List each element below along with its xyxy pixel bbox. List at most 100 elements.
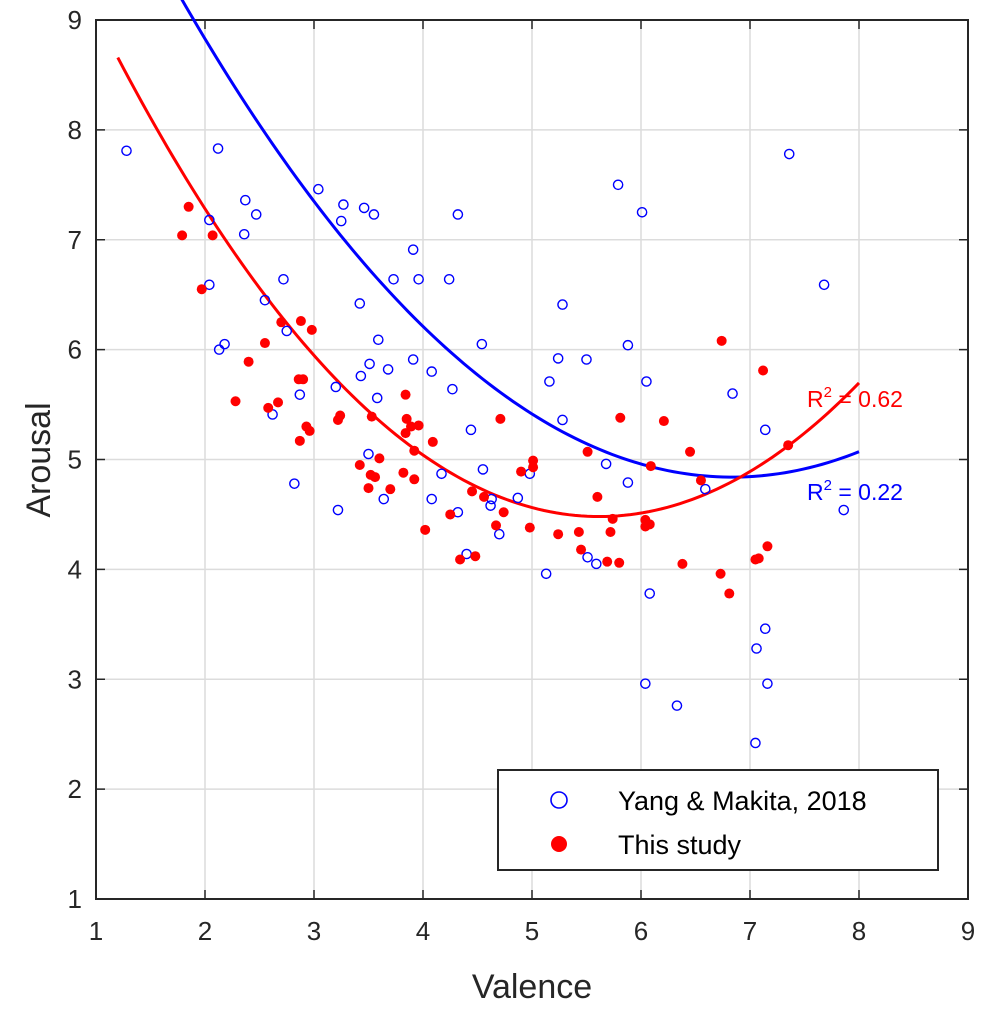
point-this-study-37 (455, 554, 466, 565)
point-yang-makita-2018-29 (378, 493, 390, 505)
x-tick-label-8: 8 (852, 916, 866, 946)
point-this-study-62 (658, 416, 669, 427)
point-yang-makita-2018-63 (622, 477, 634, 488)
point-yang-makita-2018-58 (612, 179, 624, 191)
point-this-study-61 (640, 514, 651, 525)
point-this-study-35 (427, 436, 438, 447)
legend-box (497, 769, 939, 871)
point-this-study-13 (273, 397, 284, 408)
point-this-study-24 (370, 472, 381, 483)
y-tick-label-5: 5 (68, 445, 82, 475)
point-yang-makita-2018-65 (640, 678, 651, 689)
point-this-study-52 (592, 491, 603, 502)
point-yang-makita-2018-50 (544, 376, 555, 387)
point-this-study-19 (366, 411, 377, 422)
point-this-study-42 (491, 520, 502, 531)
y-tick-label-3: 3 (68, 664, 82, 694)
y-axis-title: Arousal (20, 402, 58, 517)
x-axis-title: Valence (472, 968, 592, 1006)
point-this-study-8 (295, 316, 306, 327)
legend-marker-this-study (551, 836, 567, 852)
point-yang-makita-2018-62 (600, 458, 612, 470)
point-this-study-29 (413, 420, 424, 431)
point-this-study-46 (528, 462, 539, 473)
point-yang-makita-2018-64 (644, 588, 656, 599)
point-this-study-73 (783, 440, 794, 451)
point-this-study-6 (230, 396, 241, 407)
point-yang-makita-2018-16 (338, 199, 349, 210)
point-yang-makita-2018-25 (371, 392, 383, 404)
x-tick-label-4: 4 (416, 916, 430, 946)
point-yang-makita-2018-73 (759, 623, 771, 635)
point-yang-makita-2018-36 (452, 209, 464, 220)
point-yang-makita-2018-0 (121, 145, 132, 157)
point-this-study-23 (363, 483, 374, 494)
point-yang-makita-2018-43 (477, 464, 489, 475)
point-yang-makita-2018-6 (204, 279, 215, 291)
y-tick-label-4: 4 (68, 554, 82, 584)
point-this-study-50 (576, 544, 587, 555)
point-this-study-18 (332, 414, 343, 425)
point-yang-makita-2018-27 (363, 448, 374, 460)
point-this-study-41 (495, 413, 506, 424)
point-yang-makita-2018-70 (818, 279, 830, 291)
point-yang-makita-2018-55 (540, 568, 552, 580)
x-tick-label-5: 5 (525, 916, 539, 946)
point-this-study-40 (479, 491, 490, 502)
legend-marker-yang-makita (550, 791, 568, 809)
point-yang-makita-2018-53 (557, 414, 568, 426)
point-yang-makita-2018-22 (364, 358, 375, 370)
point-this-study-49 (573, 527, 584, 538)
x-tick-label-3: 3 (307, 916, 321, 946)
point-this-study-43 (498, 507, 509, 518)
point-yang-makita-2018-35 (443, 274, 455, 285)
point-yang-makita-2018-45 (493, 528, 505, 540)
fit-label-this-study: R2 = 0.62 (807, 384, 903, 412)
point-yang-makita-2018-47 (485, 500, 496, 511)
point-this-study-65 (695, 475, 706, 486)
y-tick-label-7: 7 (68, 225, 82, 255)
point-yang-makita-2018-48 (512, 492, 524, 504)
point-this-study-55 (605, 527, 616, 538)
point-yang-makita-2018-32 (413, 274, 424, 285)
legend: Yang & Makita, 2018 This study (497, 769, 939, 871)
point-yang-makita-2018-17 (358, 202, 370, 214)
point-yang-makita-2018-24 (382, 364, 394, 375)
point-yang-makita-2018-59 (636, 206, 648, 218)
y-tick-label-9: 9 (68, 5, 82, 35)
point-yang-makita-2018-19 (335, 215, 347, 227)
point-this-study-36 (445, 509, 456, 520)
point-this-study-27 (401, 413, 412, 424)
point-this-study-68 (724, 588, 735, 599)
point-yang-makita-2018-41 (426, 493, 438, 505)
legend-label-yang-makita: Yang & Makita, 2018 (618, 786, 867, 816)
point-yang-makita-2018-4 (250, 209, 262, 220)
point-yang-makita-2018-13 (294, 389, 306, 400)
point-this-study-33 (409, 474, 420, 485)
point-yang-makita-2018-14 (289, 478, 300, 489)
point-this-study-0 (183, 201, 194, 212)
point-yang-makita-2018-30 (407, 244, 419, 255)
point-yang-makita-2018-34 (426, 366, 438, 377)
y-tick-label-2: 2 (68, 774, 82, 804)
point-this-study-11 (298, 374, 309, 385)
point-yang-makita-2018-9 (259, 294, 271, 306)
point-yang-makita-2018-10 (278, 274, 289, 285)
point-this-study-72 (762, 541, 773, 552)
point-yang-makita-2018-20 (354, 298, 366, 309)
point-this-study-56 (614, 557, 625, 568)
point-yang-makita-2018-75 (762, 678, 773, 689)
point-this-study-71 (750, 554, 761, 565)
point-this-study-69 (758, 365, 769, 376)
point-yang-makita-2018-37 (476, 338, 488, 350)
point-yang-makita-2018-28 (332, 504, 344, 516)
fit-curve-yang-makita-2018 (180, 0, 860, 479)
x-tick-label-7: 7 (743, 916, 757, 946)
point-yang-makita-2018-3 (240, 194, 251, 206)
point-yang-makita-2018-60 (622, 339, 634, 351)
point-this-study-57 (615, 412, 626, 423)
point-this-study-38 (470, 551, 481, 562)
point-this-study-20 (374, 453, 385, 464)
point-this-study-53 (602, 556, 613, 567)
